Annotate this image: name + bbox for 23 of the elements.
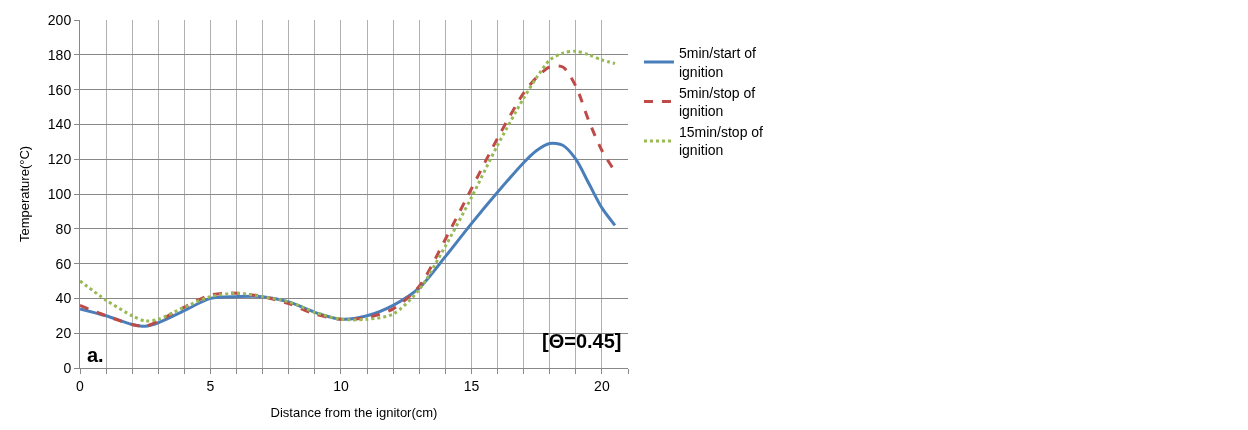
y-tick-label: 180 xyxy=(47,46,72,63)
x-tick-label: 0 xyxy=(76,377,85,394)
annotation: [Θ=0.45] xyxy=(542,330,622,352)
x-tick-label: 20 xyxy=(594,377,610,394)
y-tick-label: 40 xyxy=(55,290,72,307)
legend-label: 5min/stop of ignition xyxy=(678,84,756,120)
y-tick-label: 0 xyxy=(63,359,72,376)
x-tick-label: 5 xyxy=(206,377,215,394)
annotation: a. xyxy=(87,344,104,366)
y-axis-title: Temperature(°C) xyxy=(16,145,32,243)
y-tick-label: 80 xyxy=(55,220,72,237)
x-tick-label: 10 xyxy=(333,377,349,394)
y-tick-label: 160 xyxy=(47,81,72,98)
y-tick-label: 120 xyxy=(47,151,72,168)
y-tick-label: 60 xyxy=(55,255,72,272)
y-tick-label: 20 xyxy=(55,325,72,342)
x-axis-title: Distance from the ignitor(cm) xyxy=(270,405,438,421)
y-tick-label: 200 xyxy=(47,11,72,28)
y-tick-label: 100 xyxy=(47,185,72,202)
legend-label: 5min/start of ignition xyxy=(678,45,757,80)
y-tick-label: 140 xyxy=(47,116,72,133)
legend-label: 15min/stop of ignition xyxy=(678,124,764,159)
x-tick-label: 15 xyxy=(463,377,480,394)
